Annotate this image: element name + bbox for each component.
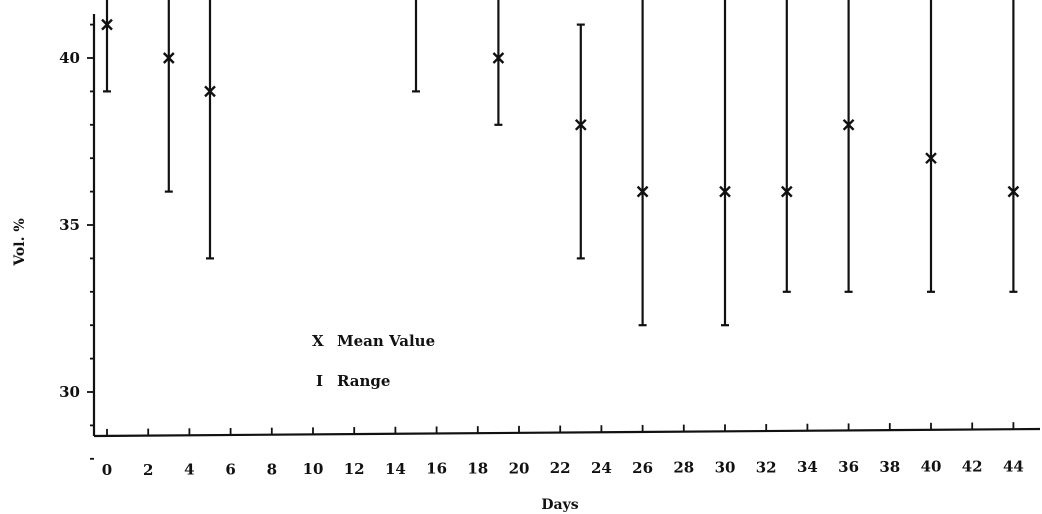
x-ticks: 0 2 4 6 8 10 12 14 16 18 20 22 24 26 28 30 32 34 36 38 40 42 4… <box>102 422 1024 479</box>
mean-marker <box>780 185 793 198</box>
x-tick-label-24: 24 <box>591 459 612 477</box>
x-tick-label-6: 6 <box>225 461 235 479</box>
mean-marker <box>204 85 216 98</box>
mean-marker <box>1007 185 1020 198</box>
x-tick-label-10: 10 <box>303 460 324 478</box>
data-point-day-26 <box>636 0 649 327</box>
x-tick-label-36: 36 <box>838 458 859 476</box>
data-point-day-33 <box>780 0 793 293</box>
data-point-day-5 <box>204 0 216 260</box>
y-minor-ticks <box>90 23 94 460</box>
x-tick-label-42: 42 <box>962 458 983 476</box>
legend: X Mean Value I Range <box>312 332 435 390</box>
mean-marker <box>636 185 649 198</box>
mean-marker <box>162 52 175 64</box>
mean-marker <box>719 185 731 198</box>
mean-marker <box>101 18 113 31</box>
data-point-day-15 <box>412 0 420 93</box>
data-point-day-23 <box>574 23 587 260</box>
mean-marker <box>842 118 855 131</box>
x-tick-label-44: 44 <box>1003 457 1024 475</box>
y-tick-label-35: 35 <box>59 216 80 234</box>
x-axis-line <box>93 427 1041 438</box>
x-tick-label-12: 12 <box>344 460 365 478</box>
x-tick-label-26: 26 <box>632 459 653 477</box>
legend-mean-label: Mean Value <box>337 332 435 350</box>
x-tick-label-14: 14 <box>385 460 406 478</box>
x-tick-label-0: 0 <box>102 461 112 479</box>
legend-range-label: Range <box>337 372 390 390</box>
x-tick-label-32: 32 <box>756 458 777 476</box>
x-tick-label-18: 18 <box>467 460 488 478</box>
y-ticks: 3035404550 <box>59 49 94 401</box>
x-tick-label-40: 40 <box>921 458 942 476</box>
series-mean-range <box>101 0 1020 327</box>
x-tick-label-28: 28 <box>673 459 694 477</box>
x-tick-label-16: 16 <box>426 460 447 478</box>
legend-mean-symbol: X <box>312 332 324 350</box>
mean-marker <box>492 52 505 64</box>
data-point-day-44 <box>1007 0 1020 293</box>
data-point-day-36 <box>842 0 855 293</box>
data-point-day-0 <box>101 0 113 93</box>
y-tick-label-30: 30 <box>59 383 80 401</box>
x-tick-label-20: 20 <box>509 459 530 477</box>
x-tick-label-8: 8 <box>267 460 277 478</box>
mean-marker <box>574 118 587 131</box>
data-point-day-19 <box>492 0 505 126</box>
axes <box>92 14 1041 438</box>
data-point-day-3 <box>162 0 175 193</box>
data-point-day-30 <box>719 0 731 327</box>
x-tick-label-22: 22 <box>550 459 571 477</box>
legend-range-symbol: I <box>316 372 323 390</box>
y-tick-label-40: 40 <box>59 49 80 67</box>
mean-marker <box>925 152 937 165</box>
x-tick-label-30: 30 <box>715 459 736 477</box>
x-tick-label-38: 38 <box>879 458 900 476</box>
x-axis-title: Days <box>541 497 578 513</box>
y-axis-title: Vol. % <box>12 218 28 266</box>
x-tick-label-4: 4 <box>184 461 194 479</box>
data-point-day-40 <box>925 0 937 293</box>
x-tick-label-2: 2 <box>143 461 153 479</box>
x-tick-label-34: 34 <box>797 458 818 476</box>
